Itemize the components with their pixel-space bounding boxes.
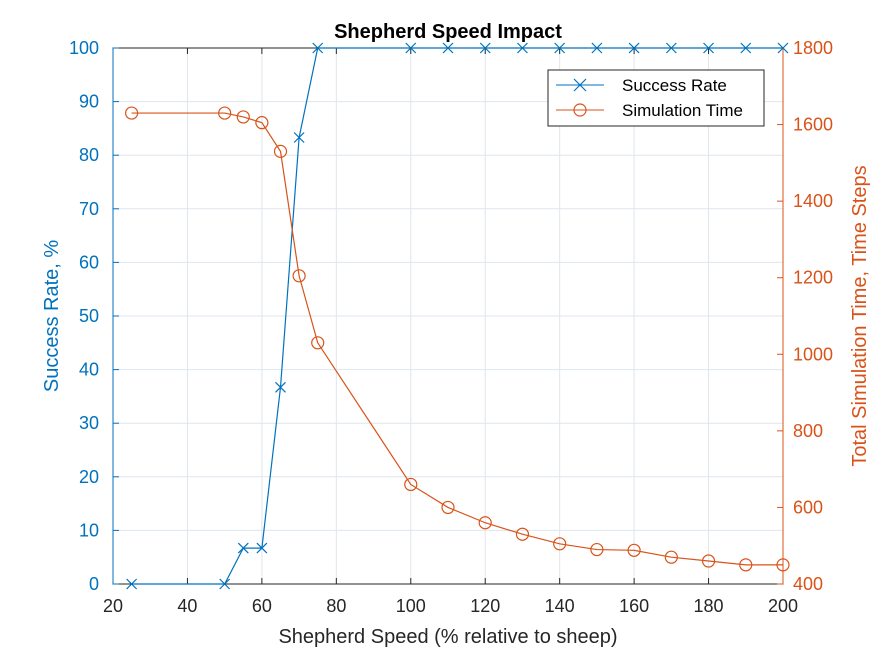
data-point-success-rate — [591, 42, 603, 54]
data-point-success-rate — [703, 42, 714, 54]
data-point-success-rate — [275, 381, 286, 393]
legend-label-simulation-time: Simulation Time — [622, 101, 743, 120]
data-point-success-rate — [740, 42, 752, 54]
data-point-simulation-time — [590, 542, 604, 557]
y-left-tick-label: 0 — [89, 574, 99, 594]
y-left-tick-label: 10 — [79, 520, 99, 540]
data-point-simulation-time — [515, 527, 530, 541]
y-right-tick-label: 1800 — [793, 38, 833, 58]
y-right-tick-label: 800 — [793, 421, 823, 441]
y-right-tick-label: 600 — [793, 497, 823, 517]
data-point-simulation-time — [739, 558, 753, 572]
data-point-success-rate — [554, 42, 566, 54]
chart-title: Shepherd Speed Impact — [334, 21, 562, 43]
x-tick-label: 60 — [252, 596, 272, 616]
x-tick-label: 120 — [470, 596, 500, 616]
data-point-success-rate — [628, 42, 640, 54]
data-point-success-rate — [665, 42, 677, 54]
y-left-tick-label: 80 — [79, 145, 99, 165]
y-right-tick-label: 1600 — [793, 115, 833, 135]
series-line-success-rate — [131, 47, 783, 585]
y-left-tick-label: 70 — [79, 199, 99, 219]
data-point-simulation-time — [255, 116, 269, 130]
y-right-tick-label: 400 — [793, 574, 823, 594]
y-axis-left-label: Success Rate, % — [41, 240, 63, 393]
y-right-tick-label: 1000 — [793, 344, 833, 364]
legend-marker-circle-icon — [573, 103, 587, 117]
y-left-tick-label: 100 — [69, 38, 99, 58]
legend-marker-x-icon — [573, 78, 587, 92]
x-axis-label: Shepherd Speed (% relative to sheep) — [278, 626, 617, 648]
data-point-simulation-time — [218, 106, 232, 120]
data-point-success-rate — [479, 42, 491, 54]
data-point-simulation-time — [236, 110, 250, 124]
data-point-simulation-time — [776, 558, 790, 572]
data-point-simulation-time — [627, 543, 641, 557]
series-layer — [125, 42, 790, 590]
data-point-success-rate — [219, 578, 231, 590]
x-tick-label: 40 — [177, 596, 197, 616]
data-point-success-rate — [293, 132, 305, 143]
x-tick-label: 100 — [396, 596, 426, 616]
y-left-tick-label: 30 — [79, 413, 99, 433]
x-tick-label: 140 — [545, 596, 575, 616]
y-axis-right-label: Total Simulation Time, Time Steps — [849, 165, 871, 466]
data-point-success-rate — [256, 542, 268, 554]
y-left-tick-label: 20 — [79, 467, 99, 487]
data-point-success-rate — [442, 42, 454, 54]
x-tick-label: 180 — [694, 596, 724, 616]
data-point-simulation-time — [273, 144, 288, 158]
data-point-simulation-time — [553, 537, 567, 551]
data-point-success-rate — [237, 542, 249, 554]
legend: Success Rate Simulation Time — [547, 69, 765, 127]
y-left-tick-label: 90 — [79, 92, 99, 112]
y-left-tick-label: 60 — [79, 252, 99, 272]
data-point-success-rate — [405, 42, 417, 54]
y-right-tick-label: 1200 — [793, 268, 833, 288]
grid-layer — [113, 48, 783, 584]
data-point-simulation-time — [125, 106, 139, 120]
ticks-layer: 20 40 60 80 100 120 140 160 180 200 0 10 20 30 40 50 60 7… — [69, 38, 833, 616]
data-point-simulation-time — [292, 269, 306, 283]
data-point-simulation-time — [311, 336, 325, 350]
x-tick-label: 160 — [619, 596, 649, 616]
data-point-success-rate — [517, 42, 528, 54]
legend-box — [547, 69, 765, 127]
data-point-simulation-time — [404, 477, 418, 492]
data-point-simulation-time — [664, 550, 678, 564]
series-line-simulation-time — [131, 112, 783, 566]
legend-label-success-rate: Success Rate — [622, 76, 727, 95]
data-point-success-rate — [312, 42, 324, 54]
y-left-tick-label: 40 — [79, 360, 99, 380]
data-point-simulation-time — [478, 516, 492, 530]
x-tick-label: 80 — [326, 596, 346, 616]
y-right-tick-label: 1400 — [793, 191, 833, 211]
data-point-success-rate — [777, 42, 789, 54]
y-left-tick-label: 50 — [79, 306, 99, 326]
x-tick-label: 200 — [768, 596, 798, 616]
data-point-success-rate — [126, 578, 138, 590]
x-tick-label: 20 — [103, 596, 123, 616]
data-point-simulation-time — [701, 554, 716, 568]
data-point-simulation-time — [441, 500, 455, 515]
